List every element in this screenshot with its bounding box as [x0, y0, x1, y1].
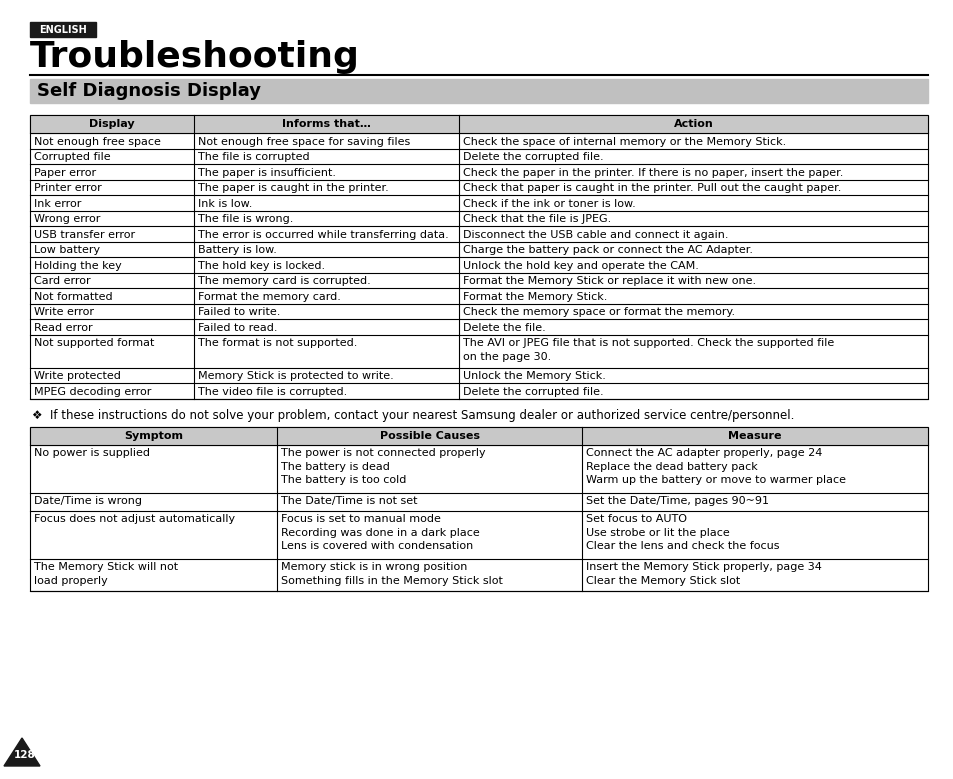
Text: Check that the file is JPEG.: Check that the file is JPEG.	[463, 214, 611, 224]
Text: Check that paper is caught in the printer. Pull out the caught paper.: Check that paper is caught in the printe…	[463, 183, 841, 193]
Text: Format the Memory Stick or replace it with new one.: Format the Memory Stick or replace it wi…	[463, 276, 756, 286]
Text: Display: Display	[90, 119, 134, 129]
Text: Low battery: Low battery	[34, 245, 100, 255]
Text: The Date/Time is not set: The Date/Time is not set	[280, 496, 417, 506]
Text: The error is occurred while transferring data.: The error is occurred while transferring…	[198, 230, 449, 239]
Text: Symptom: Symptom	[124, 431, 183, 440]
Text: Use strobe or lit the place: Use strobe or lit the place	[586, 527, 729, 538]
Text: Replace the dead battery pack: Replace the dead battery pack	[586, 461, 758, 471]
Text: Battery is low.: Battery is low.	[198, 245, 277, 255]
Text: Something fills in the Memory Stick slot: Something fills in the Memory Stick slot	[280, 576, 502, 586]
Text: Memory stick is in wrong position: Memory stick is in wrong position	[280, 562, 467, 572]
Text: Paper error: Paper error	[34, 167, 96, 178]
Text: Not formatted: Not formatted	[34, 291, 112, 301]
Text: The battery is too cold: The battery is too cold	[280, 475, 406, 485]
Text: Holding the key: Holding the key	[34, 260, 122, 270]
Polygon shape	[4, 738, 40, 766]
Text: Read error: Read error	[34, 323, 92, 333]
Text: Measure: Measure	[728, 431, 781, 440]
Text: Set the Date/Time, pages 90~91: Set the Date/Time, pages 90~91	[586, 496, 768, 506]
Text: Self Diagnosis Display: Self Diagnosis Display	[37, 82, 261, 100]
Text: on the page 30.: on the page 30.	[463, 351, 551, 361]
Bar	[30, 115, 927, 399]
Text: The format is not supported.: The format is not supported.	[198, 338, 357, 348]
Text: Failed to read.: Failed to read.	[198, 323, 277, 333]
Text: USB transfer error: USB transfer error	[34, 230, 135, 239]
Text: Focus is set to manual mode: Focus is set to manual mode	[280, 514, 440, 524]
Text: The Memory Stick will not: The Memory Stick will not	[34, 562, 178, 572]
Text: Delete the corrupted file.: Delete the corrupted file.	[463, 386, 603, 397]
Text: Check the space of internal memory or the Memory Stick.: Check the space of internal memory or th…	[463, 136, 785, 146]
Text: Clear the lens and check the focus: Clear the lens and check the focus	[586, 541, 779, 551]
Text: Check the memory space or format the memory.: Check the memory space or format the mem…	[463, 307, 735, 317]
Text: Printer error: Printer error	[34, 183, 102, 193]
Text: The AVI or JPEG file that is not supported. Check the supported file: The AVI or JPEG file that is not support…	[463, 338, 834, 348]
Text: The paper is insufficient.: The paper is insufficient.	[198, 167, 336, 178]
Text: The file is wrong.: The file is wrong.	[198, 214, 294, 224]
Text: ❖  If these instructions do not solve your problem, contact your nearest Samsung: ❖ If these instructions do not solve you…	[32, 408, 794, 421]
Text: Check the paper in the printer. If there is no paper, insert the paper.: Check the paper in the printer. If there…	[463, 167, 842, 178]
Text: The video file is corrupted.: The video file is corrupted.	[198, 386, 347, 397]
Text: Set focus to AUTO: Set focus to AUTO	[586, 514, 686, 524]
Bar	[30, 22, 96, 37]
Text: Memory Stick is protected to write.: Memory Stick is protected to write.	[198, 371, 394, 381]
Text: MPEG decoding error: MPEG decoding error	[34, 386, 152, 397]
Text: Disconnect the USB cable and connect it again.: Disconnect the USB cable and connect it …	[463, 230, 728, 239]
Text: Unlock the hold key and operate the CAM.: Unlock the hold key and operate the CAM.	[463, 260, 699, 270]
Text: Action: Action	[673, 119, 713, 129]
Text: load properly: load properly	[34, 576, 108, 586]
Text: Format the memory card.: Format the memory card.	[198, 291, 341, 301]
Text: Write error: Write error	[34, 307, 94, 317]
Bar	[30, 426, 927, 590]
Text: Not enough free space for saving files: Not enough free space for saving files	[198, 136, 410, 146]
Text: Card error: Card error	[34, 276, 91, 286]
Text: Unlock the Memory Stick.: Unlock the Memory Stick.	[463, 371, 605, 381]
Text: The battery is dead: The battery is dead	[280, 461, 390, 471]
Bar	[30, 115, 927, 133]
Text: Warm up the battery or move to warmer place: Warm up the battery or move to warmer pl…	[586, 475, 845, 485]
Text: Focus does not adjust automatically: Focus does not adjust automatically	[34, 514, 234, 524]
Text: Delete the corrupted file.: Delete the corrupted file.	[463, 152, 603, 162]
Text: Corrupted file: Corrupted file	[34, 152, 111, 162]
Text: Write protected: Write protected	[34, 371, 121, 381]
Text: Failed to write.: Failed to write.	[198, 307, 280, 317]
Text: Recording was done in a dark place: Recording was done in a dark place	[280, 527, 479, 538]
Text: Lens is covered with condensation: Lens is covered with condensation	[280, 541, 473, 551]
Text: The memory card is corrupted.: The memory card is corrupted.	[198, 276, 371, 286]
Text: Insert the Memory Stick properly, page 34: Insert the Memory Stick properly, page 3…	[586, 562, 821, 572]
Bar	[30, 79, 927, 103]
Text: The paper is caught in the printer.: The paper is caught in the printer.	[198, 183, 389, 193]
Text: Troubleshooting: Troubleshooting	[30, 40, 359, 74]
Text: Check if the ink or toner is low.: Check if the ink or toner is low.	[463, 199, 636, 209]
Text: Format the Memory Stick.: Format the Memory Stick.	[463, 291, 607, 301]
Text: The file is corrupted: The file is corrupted	[198, 152, 310, 162]
Text: Informs that…: Informs that…	[282, 119, 371, 129]
Text: Ink error: Ink error	[34, 199, 81, 209]
Text: Charge the battery pack or connect the AC Adapter.: Charge the battery pack or connect the A…	[463, 245, 753, 255]
Text: 128: 128	[14, 750, 36, 760]
Text: Delete the file.: Delete the file.	[463, 323, 545, 333]
Text: Clear the Memory Stick slot: Clear the Memory Stick slot	[586, 576, 740, 586]
Text: The hold key is locked.: The hold key is locked.	[198, 260, 325, 270]
Text: Not enough free space: Not enough free space	[34, 136, 161, 146]
Bar	[30, 426, 927, 445]
Text: Connect the AC adapter properly, page 24: Connect the AC adapter properly, page 24	[586, 448, 821, 458]
Text: No power is supplied: No power is supplied	[34, 448, 150, 458]
Text: ENGLISH: ENGLISH	[39, 24, 87, 34]
Text: Wrong error: Wrong error	[34, 214, 100, 224]
Text: Ink is low.: Ink is low.	[198, 199, 253, 209]
Text: The power is not connected properly: The power is not connected properly	[280, 448, 485, 458]
Text: Not supported format: Not supported format	[34, 338, 154, 348]
Text: Possible Causes: Possible Causes	[379, 431, 479, 440]
Text: Date/Time is wrong: Date/Time is wrong	[34, 496, 142, 506]
